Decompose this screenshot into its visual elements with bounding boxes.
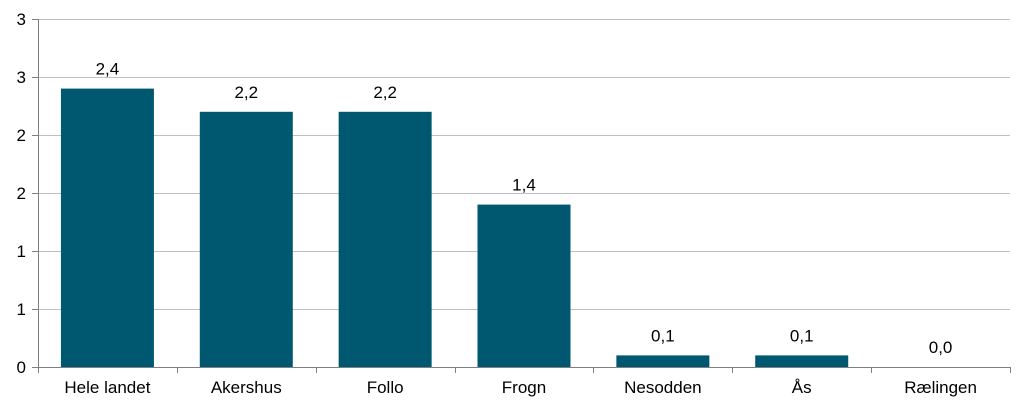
- data-label-0: 2,4: [96, 60, 120, 79]
- data-label-2: 2,2: [373, 83, 397, 102]
- bar-1: [199, 111, 293, 367]
- category-label-0: Hele landet: [64, 378, 150, 397]
- category-label-2: Follo: [367, 378, 404, 397]
- category-label-5: Ås: [792, 378, 812, 397]
- data-label-6: 0,0: [929, 338, 953, 357]
- y-tick-label: 1: [17, 300, 26, 319]
- y-tick-label: 2: [17, 184, 26, 203]
- data-label-1: 2,2: [234, 83, 258, 102]
- bar-3: [477, 204, 571, 367]
- y-tick-label: 2: [17, 126, 26, 145]
- category-label-3: Frogn: [502, 378, 546, 397]
- bars: [60, 88, 849, 367]
- data-label-3: 1,4: [512, 176, 536, 195]
- y-tick-label: 3: [17, 68, 26, 87]
- y-tick-label: 1: [17, 242, 26, 261]
- bar-4: [616, 355, 710, 367]
- category-label-4: Nesodden: [624, 378, 702, 397]
- labels: 0 1 1 2 2 3 3 2,4 Hele landet 2,2 Akershus 2,2 Follo…: [17, 10, 977, 397]
- axes: [32, 19, 1011, 373]
- bar-2: [338, 111, 432, 367]
- bar-5: [755, 355, 849, 367]
- bar-0: [60, 88, 154, 367]
- data-label-5: 0,1: [790, 326, 814, 345]
- category-label-6: Rælingen: [904, 378, 977, 397]
- y-tick-label: 0: [17, 358, 26, 377]
- category-label-1: Akershus: [211, 378, 282, 397]
- data-label-4: 0,1: [651, 326, 675, 345]
- y-tick-label: 3: [17, 10, 26, 29]
